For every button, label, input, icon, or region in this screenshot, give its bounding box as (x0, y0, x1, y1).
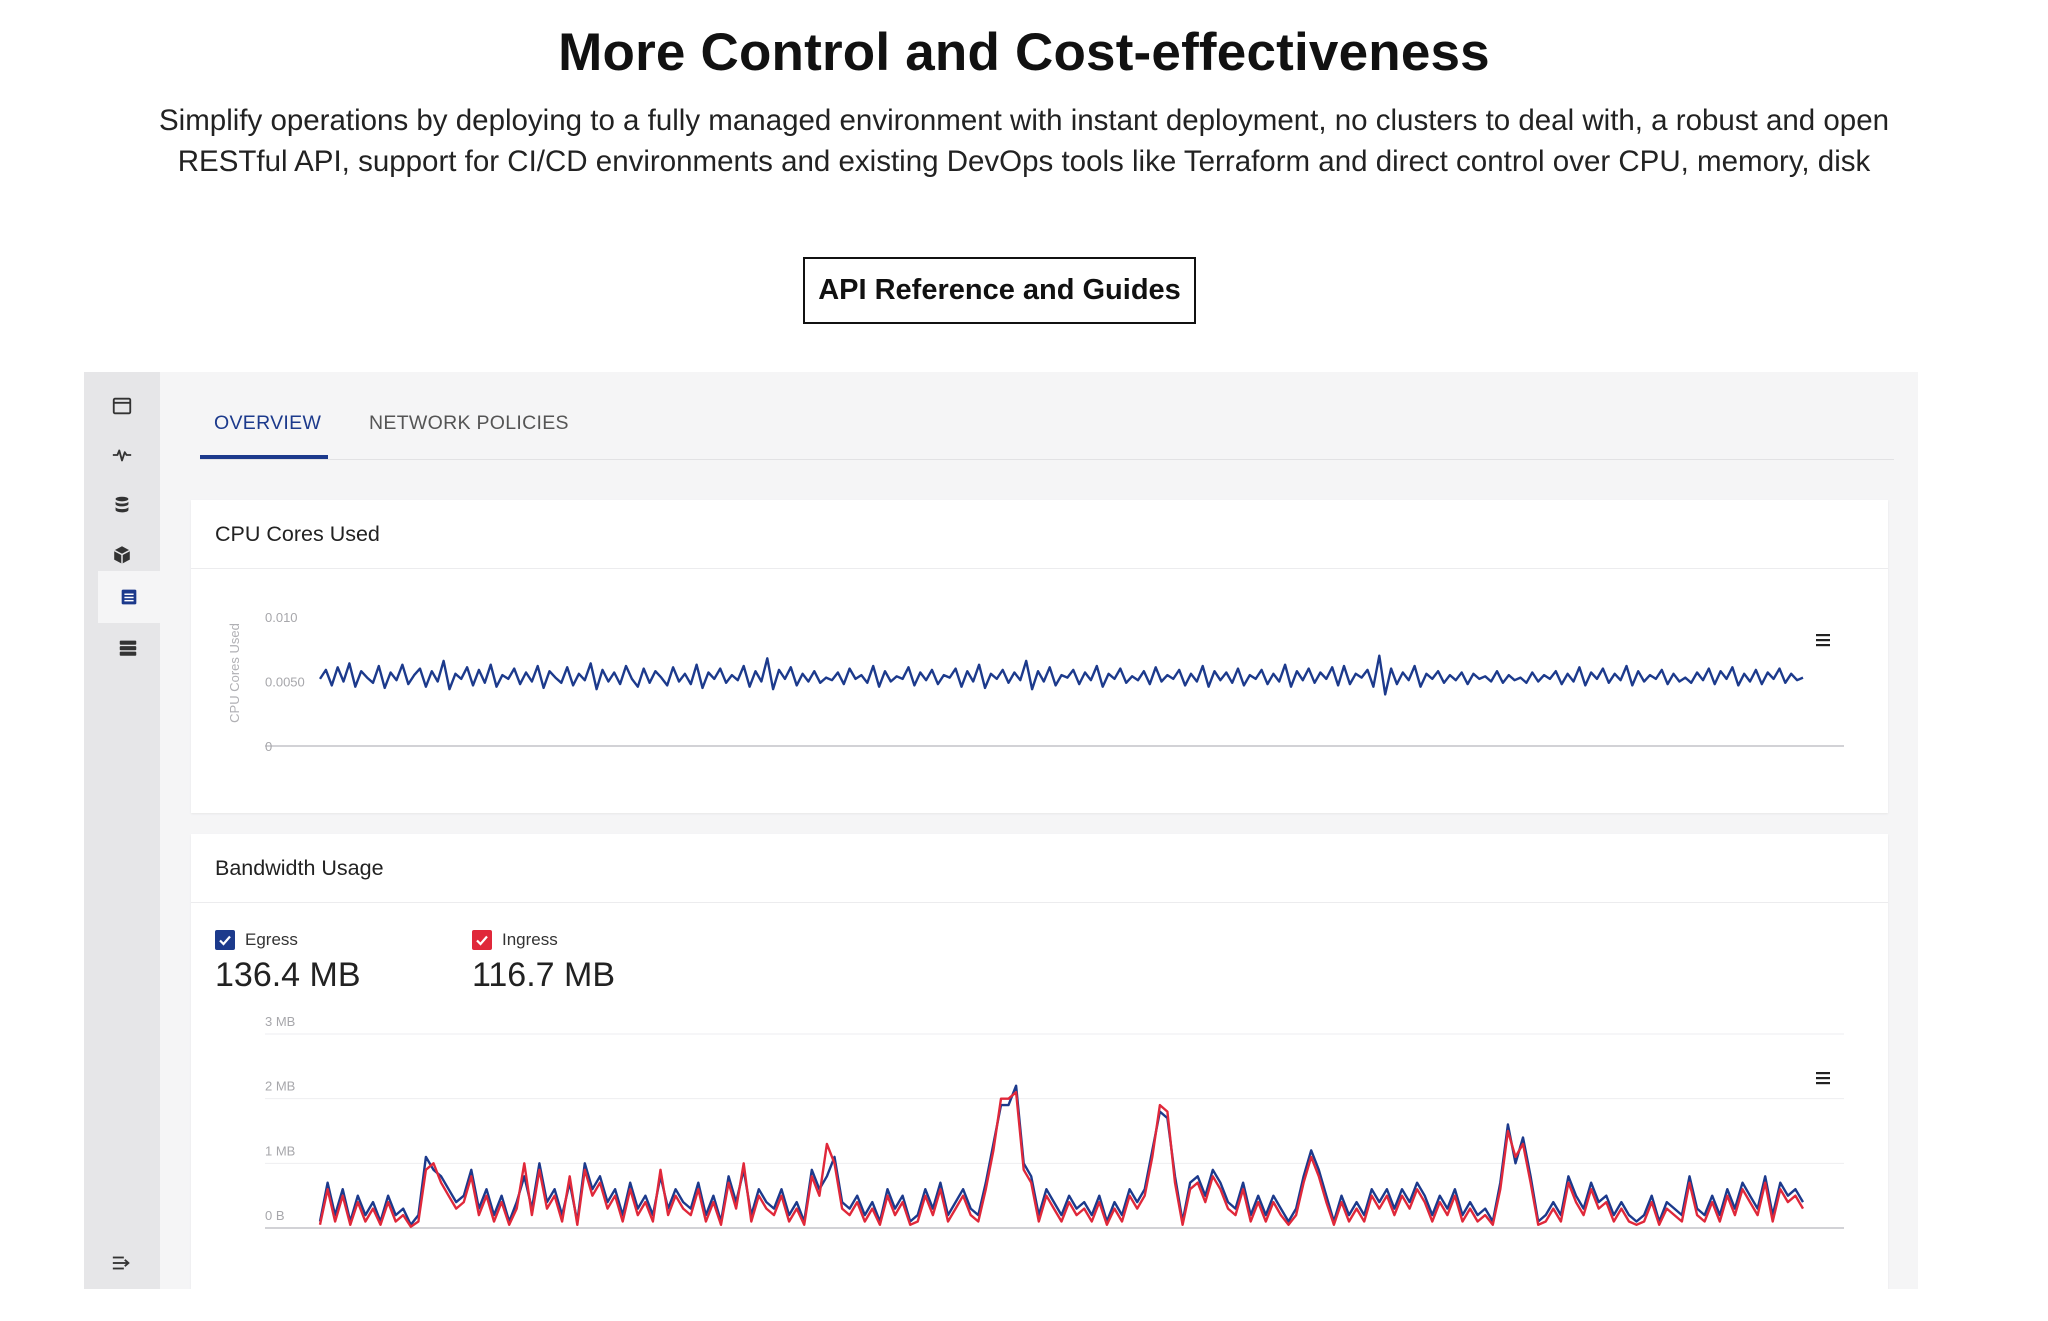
egress-value: 136.4 MB (215, 956, 361, 994)
y-tick-label: 2 MB (265, 1079, 295, 1094)
database-icon (115, 496, 129, 513)
card-divider (191, 902, 1888, 903)
ingress-series-line (318, 1091, 1805, 1228)
y-tick-label: 0.010 (265, 610, 298, 625)
ingress-value: 116.7 MB (472, 956, 616, 994)
y-tick-label: 1 MB (265, 1143, 295, 1158)
egress-series-line (318, 1084, 1805, 1226)
list-icon (121, 589, 137, 605)
cpu-card-title: CPU Cores Used (215, 522, 380, 546)
window-icon (112, 397, 132, 415)
ingress-label: Ingress (502, 930, 558, 949)
chart-menu-button[interactable] (1811, 630, 1835, 650)
tab-bar: OVERVIEW NETWORK POLICIES (200, 372, 1894, 460)
bandwidth-chart: 3 MB2 MB1 MB0 B10:0014:0018:0022:0002:00… (265, 1014, 1844, 1229)
check-icon (476, 935, 488, 946)
sidebar-item-window[interactable] (98, 383, 146, 429)
collapse-sidebar-button[interactable] (98, 1240, 146, 1286)
y-tick-label: 3 MB (265, 1014, 295, 1029)
api-reference-button[interactable]: API Reference and Guides (803, 257, 1196, 324)
cpu-card: CPU Cores Used CPU Cores Used 0.010 0.005… (191, 500, 1888, 813)
tab-overview[interactable]: OVERVIEW (214, 412, 322, 434)
sidebar-item-server[interactable] (104, 625, 152, 671)
server-icon (119, 640, 137, 656)
sidebar-item-box[interactable] (98, 532, 146, 578)
cpu-chart: CPU Cores Used 0.0100.0050010:0014:0018:… (227, 610, 1844, 754)
ingress-toggle[interactable]: Ingress (472, 930, 558, 950)
card-divider (191, 568, 1888, 569)
sidebar-item-list[interactable] (98, 571, 160, 623)
y-tick-label: 0 B (265, 1208, 285, 1223)
box-icon (113, 546, 131, 564)
dashboard-panel: OVERVIEW NETWORK POLICIES CPU Cores Used… (84, 372, 1918, 1289)
egress-checkbox[interactable] (215, 930, 235, 950)
sidebar-rail (84, 372, 160, 1289)
hero-description-line-1: Simplify operations by deploying to a fu… (158, 104, 1890, 137)
y-tick-label: 0 (265, 739, 272, 754)
hero-description: Simplify operations by deploying to a fu… (120, 100, 1928, 182)
sidebar-item-database[interactable] (98, 482, 146, 528)
check-icon (219, 935, 231, 946)
cpu-y-axis-label: CPU Cores Used (227, 623, 242, 723)
y-tick-label: 0.0050 (265, 675, 305, 690)
collapse-menu-icon (112, 1256, 130, 1270)
hero-title: More Control and Cost-effectiveness (558, 23, 1490, 82)
bandwidth-card-title: Bandwidth Usage (215, 856, 384, 880)
tab-network-policies[interactable]: NETWORK POLICIES (369, 412, 569, 434)
chart-menu-button[interactable] (1811, 1068, 1835, 1088)
bandwidth-card: Bandwidth Usage Egress 136.4 MB Ingress … (191, 834, 1888, 1289)
activity-icon (112, 449, 132, 462)
hero-description-line-2: RESTful API, support for CI/CD environme… (177, 145, 1871, 178)
cpu-series-line (318, 654, 1804, 696)
egress-toggle[interactable]: Egress (215, 930, 298, 950)
egress-label: Egress (245, 930, 298, 949)
sidebar-item-activity[interactable] (98, 432, 146, 478)
active-tab-indicator (200, 455, 328, 459)
ingress-checkbox[interactable] (472, 930, 492, 950)
